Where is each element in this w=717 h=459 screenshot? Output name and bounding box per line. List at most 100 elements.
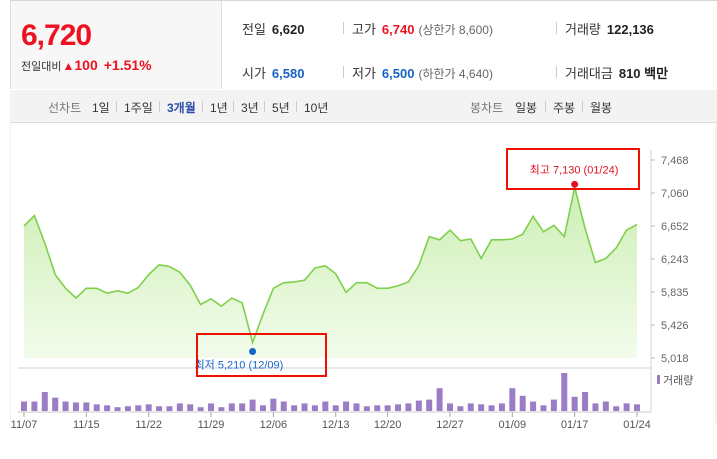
- volume-bar: [343, 401, 350, 411]
- open-value: 6,580: [271, 66, 305, 81]
- high-label: 고가: [352, 22, 376, 37]
- price-line: [23, 187, 638, 346]
- volume-bar: [415, 400, 422, 411]
- volume-bar: [83, 402, 90, 411]
- y-tick-label: 5,835: [661, 287, 689, 299]
- candle-weekly[interactable]: 주봉: [553, 101, 576, 115]
- volume-bar: [530, 401, 537, 411]
- volume-bar: [353, 403, 360, 411]
- volume-bar: [363, 406, 370, 411]
- volume-bar: [395, 404, 402, 411]
- low-value: 6,500: [381, 66, 415, 81]
- volume-bar: [239, 403, 246, 411]
- volume-bar: [187, 404, 194, 411]
- divider: [343, 22, 344, 34]
- volume-bar: [62, 401, 69, 411]
- x-tick-label: 11/15: [73, 419, 100, 431]
- volume-label: 거래량: [565, 22, 601, 37]
- volume-bar: [384, 405, 391, 411]
- volume-bar: [197, 407, 204, 411]
- divider: [556, 66, 557, 78]
- y-tick-label: 6,243: [661, 254, 689, 266]
- divider: [116, 101, 117, 112]
- min-price-point: [249, 347, 257, 355]
- volume-cell: 거래량 122,136: [565, 19, 654, 38]
- volume-bar: [602, 401, 609, 411]
- change-label: 전일대비: [21, 61, 62, 73]
- period-1w[interactable]: 1주일: [124, 101, 153, 115]
- volume-bar: [426, 399, 433, 411]
- volume-bar: [478, 404, 485, 411]
- quote-panel: 6,720 전일대비▲100 +1.51% 전일 6,620 고가 6,740 (상한가…: [10, 0, 717, 92]
- period-5y[interactable]: 5년: [272, 101, 290, 115]
- volume-bar: [571, 396, 578, 411]
- volume-bar: [301, 403, 308, 411]
- volume-bar: [467, 403, 474, 411]
- volume-bar: [228, 403, 235, 411]
- line-chart-label: 선차트: [48, 101, 82, 115]
- volume-legend-label: 거래량: [663, 374, 693, 387]
- y-tick-label: 7,060: [661, 188, 689, 200]
- candle-chart-label: 봉차트: [470, 101, 504, 115]
- max-price-label: 최고 7,130 (01/24): [530, 163, 619, 176]
- turnover-value: 810 백만: [618, 66, 669, 81]
- x-tick-label: 11/29: [198, 419, 225, 431]
- period-3y[interactable]: 3년: [241, 101, 259, 115]
- volume-bar: [218, 407, 225, 411]
- prev-close-cell: 전일 6,620: [242, 19, 304, 38]
- low-cell: 저가 6,500 (하한가 4,640): [352, 63, 493, 82]
- divider: [582, 101, 583, 112]
- divider: [233, 101, 234, 112]
- y-tick-label: 7,468: [661, 155, 689, 167]
- volume-bar: [72, 402, 79, 411]
- period-1d[interactable]: 1일: [92, 101, 110, 115]
- volume-bar: [259, 405, 266, 411]
- high-value: 6,740: [381, 22, 415, 37]
- volume-bar: [561, 373, 568, 411]
- change-row: 전일대비▲100 +1.51%: [21, 57, 152, 74]
- volume-legend-swatch: [657, 375, 660, 384]
- candle-monthly[interactable]: 월봉: [590, 101, 613, 115]
- volume-bar: [41, 392, 48, 411]
- volume-bar: [52, 397, 59, 411]
- period-1y[interactable]: 1년: [210, 101, 228, 115]
- max-price-highlight: [506, 148, 640, 190]
- x-tick-label: 01/24: [623, 419, 651, 431]
- volume-bar: [249, 399, 256, 411]
- x-tick-label: 01/17: [561, 419, 589, 431]
- volume-bar: [592, 403, 599, 411]
- change-percent: +1.51%: [103, 57, 152, 73]
- volume-bar: [21, 401, 27, 411]
- high-cell: 고가 6,740 (상한가 8,600): [352, 19, 493, 38]
- volume-bar: [436, 388, 443, 411]
- volume-bar: [291, 405, 298, 411]
- period-3m[interactable]: 3개월: [167, 101, 196, 115]
- volume-bar: [104, 405, 111, 411]
- upper-limit: (상한가 8,600): [418, 23, 493, 37]
- x-tick-label: 12/13: [322, 419, 350, 431]
- x-tick-label: 11/07: [11, 419, 38, 431]
- period-10y[interactable]: 10년: [304, 101, 329, 115]
- y-tick-label: 5,426: [661, 320, 689, 332]
- candle-daily[interactable]: 일봉: [515, 101, 538, 115]
- volume-bar: [114, 407, 121, 411]
- volume-bar: [498, 403, 505, 411]
- price-box: 6,720 전일대비▲100 +1.51%: [10, 1, 222, 89]
- volume-bar: [374, 405, 381, 411]
- prev-close-value: 6,620: [271, 22, 305, 37]
- volume-bar: [332, 405, 339, 411]
- volume-bar: [280, 401, 287, 411]
- x-tick-label: 12/20: [374, 419, 402, 431]
- up-arrow-icon: ▲: [62, 59, 75, 73]
- divider: [545, 101, 546, 112]
- volume-bar: [634, 404, 640, 411]
- change-amount: 100: [74, 57, 98, 73]
- y-tick-label: 6,652: [661, 221, 689, 233]
- open-cell: 시가 6,580: [242, 63, 304, 82]
- volume-bar: [135, 405, 142, 411]
- volume-value: 122,136: [606, 22, 654, 37]
- volume-bar: [488, 405, 495, 411]
- price-chart: 7,468 7,060 6,652 6,243 5,835 5,426 5,018 최고 7,…: [9, 123, 717, 454]
- divider: [556, 22, 557, 34]
- volume-bar: [623, 403, 630, 411]
